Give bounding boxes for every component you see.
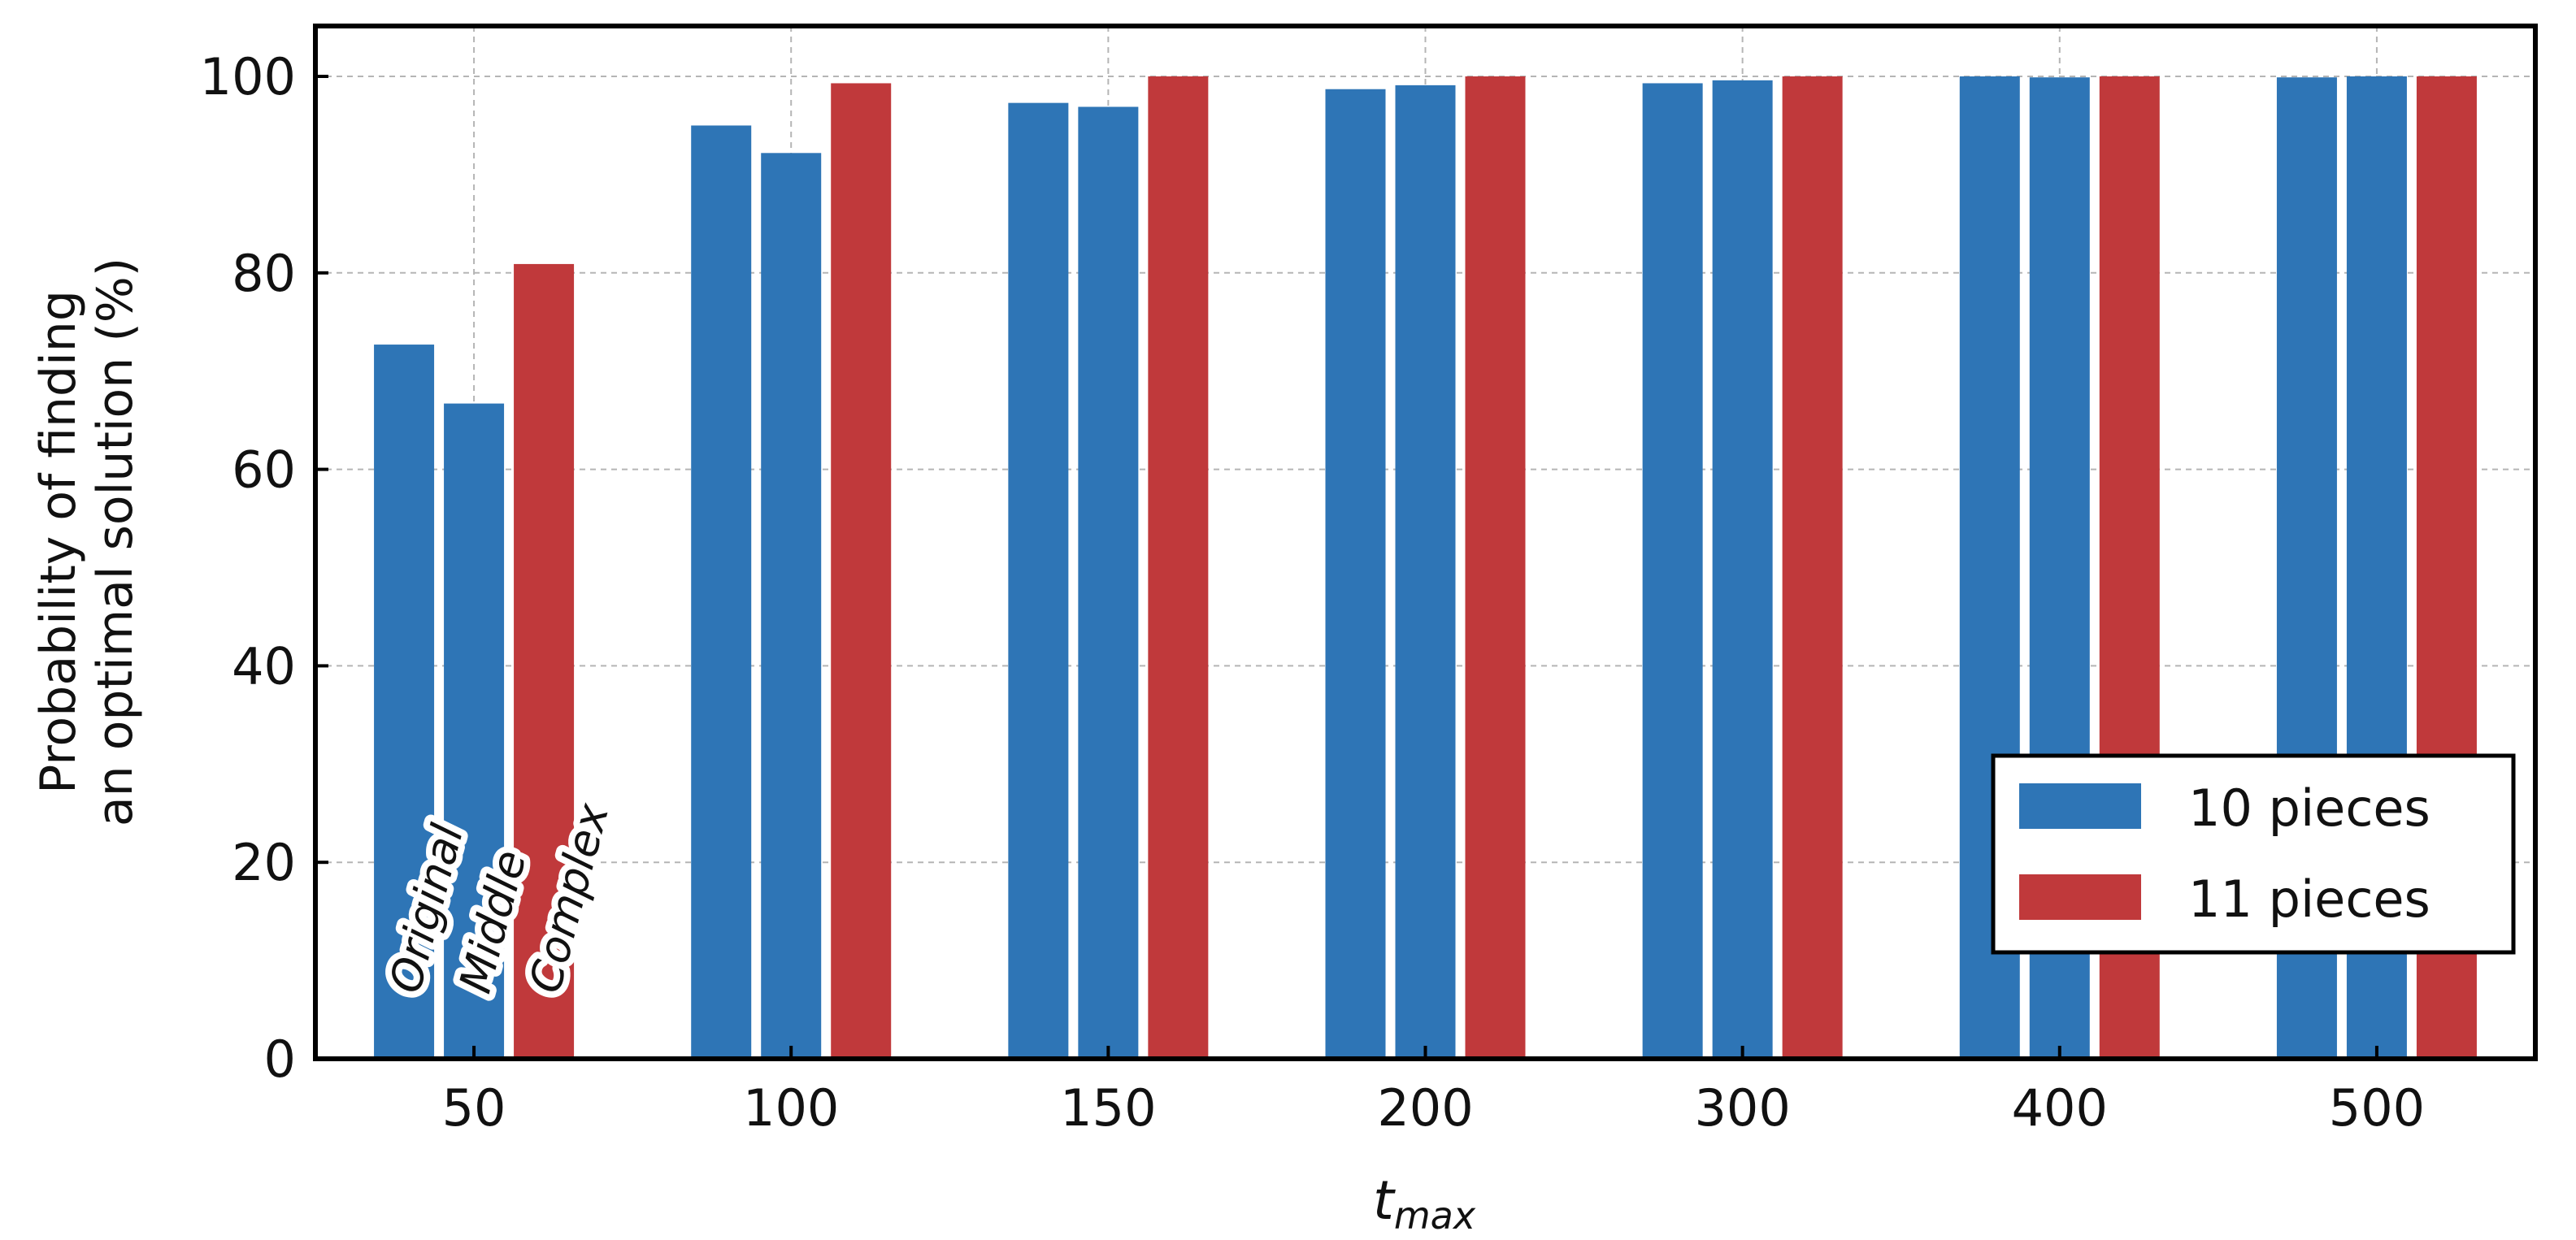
bars (374, 76, 2477, 1060)
bar-middle-50 (444, 403, 505, 1059)
bar-original-150 (1008, 102, 1069, 1060)
x-tick-label: 150 (1060, 1078, 1156, 1138)
bar-original-100 (691, 125, 752, 1060)
bar-middle-200 (1395, 85, 1456, 1060)
bar-complex-50 (514, 263, 575, 1059)
x-tick-label: 50 (442, 1078, 506, 1138)
bar-complex-100 (831, 83, 892, 1059)
bar-middle-100 (761, 153, 822, 1059)
x-axis-label: tmax (1373, 1169, 1476, 1238)
bar-middle-150 (1078, 106, 1139, 1059)
y-axis-label: Probability of finding an optimal soluti… (30, 258, 144, 826)
x-tick-label: 300 (1694, 1078, 1790, 1138)
x-tick-label: 200 (1377, 1078, 1473, 1138)
y-tick-label: 100 (200, 47, 296, 106)
legend-label-11-pieces: 11 pieces (2188, 869, 2430, 929)
y-tick-label: 80 (232, 244, 296, 303)
bar-complex-300 (1782, 76, 1843, 1059)
bar-original-200 (1325, 89, 1386, 1059)
bar-complex-200 (1465, 76, 1526, 1059)
x-tick-label: 400 (2012, 1078, 2108, 1138)
y-tick-label: 0 (264, 1030, 296, 1089)
legend-label-10-pieces: 10 pieces (2188, 778, 2430, 838)
x-tick-label: 100 (743, 1078, 839, 1138)
axis-ticks: 0 20 40 60 80 100 50 100 150 200 300 400 500 (200, 47, 2425, 1138)
y-tick-label: 20 (232, 833, 296, 892)
y-axis-label-line-1: Probability of finding (30, 290, 87, 794)
legend: 10 pieces 11 pieces (1991, 753, 2516, 955)
bar-middle-300 (1712, 80, 1773, 1060)
y-tick-label: 60 (232, 440, 296, 500)
legend-swatch-10-pieces (2019, 783, 2141, 829)
x-axis-label-subscript: max (1394, 1194, 1476, 1238)
bar-original-50 (374, 345, 435, 1059)
y-axis-label-line-2: an optimal solution (%) (87, 258, 144, 826)
bar-complex-150 (1148, 76, 1209, 1059)
bar-original-300 (1642, 83, 1703, 1059)
x-tick-label: 500 (2329, 1078, 2425, 1138)
y-tick-label: 40 (232, 636, 296, 696)
legend-swatch-11-pieces (2019, 874, 2141, 920)
x-axis-label-main: t (1373, 1169, 1396, 1232)
